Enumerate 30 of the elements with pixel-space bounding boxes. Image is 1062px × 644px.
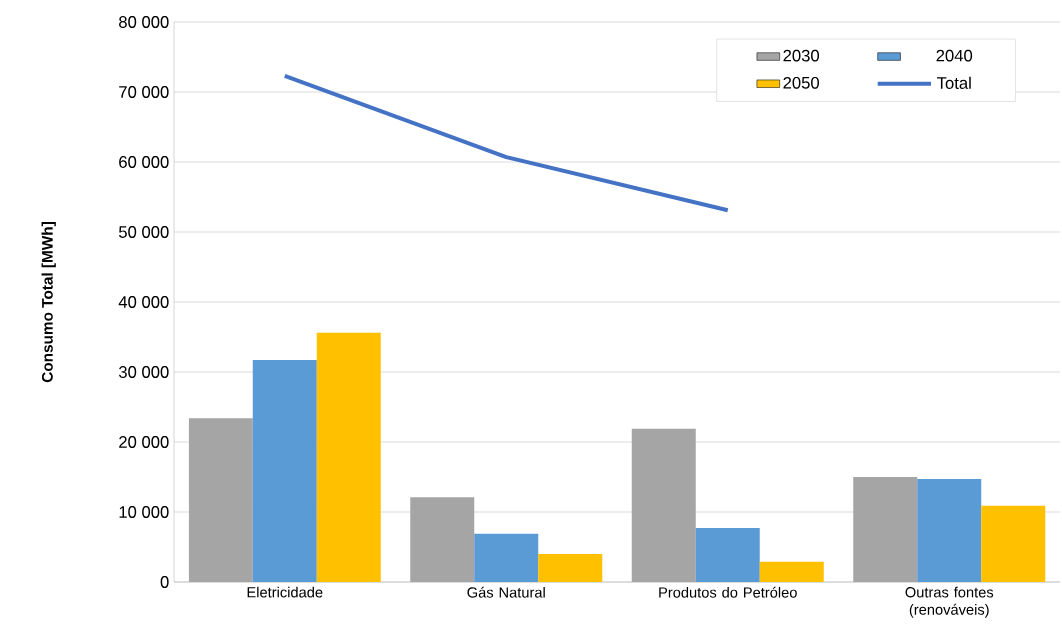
bar xyxy=(252,360,317,582)
legend-label: 2050 xyxy=(783,76,820,89)
x-tick-label: Outras fontes (renováveis) xyxy=(905,586,994,618)
bar xyxy=(759,561,824,582)
y-tick-label: 40 000 xyxy=(118,296,169,308)
y-tick-label: 80 000 xyxy=(119,16,169,28)
bar xyxy=(474,533,539,582)
bar xyxy=(410,497,475,582)
legend-label: Total xyxy=(937,76,971,89)
bar xyxy=(981,505,1046,582)
bar xyxy=(188,418,253,582)
y-axis-title: Consumo Total [MWh] xyxy=(41,222,56,383)
bar xyxy=(853,477,918,582)
legend-label: 2030 xyxy=(783,49,820,62)
y-tick-label: 10 000 xyxy=(119,506,169,518)
bar xyxy=(631,428,696,582)
bar xyxy=(316,332,381,582)
bar xyxy=(538,554,603,582)
y-tick-label: 70 000 xyxy=(119,86,169,98)
y-tick-label: 30 000 xyxy=(118,366,169,378)
x-tick-label: Produtos do Petróleo xyxy=(659,586,797,598)
legend-label: 2040 xyxy=(936,49,973,62)
x-tick-label: Gás Natural xyxy=(467,586,545,598)
y-tick-label: 50 000 xyxy=(118,226,169,238)
bar xyxy=(695,528,760,582)
x-tick-label: Eletricidade xyxy=(247,586,323,598)
y-tick-label: 0 xyxy=(160,576,169,588)
y-tick-label: 60 000 xyxy=(119,156,169,168)
y-tick-label: 20 000 xyxy=(119,436,169,448)
bar xyxy=(917,479,982,582)
